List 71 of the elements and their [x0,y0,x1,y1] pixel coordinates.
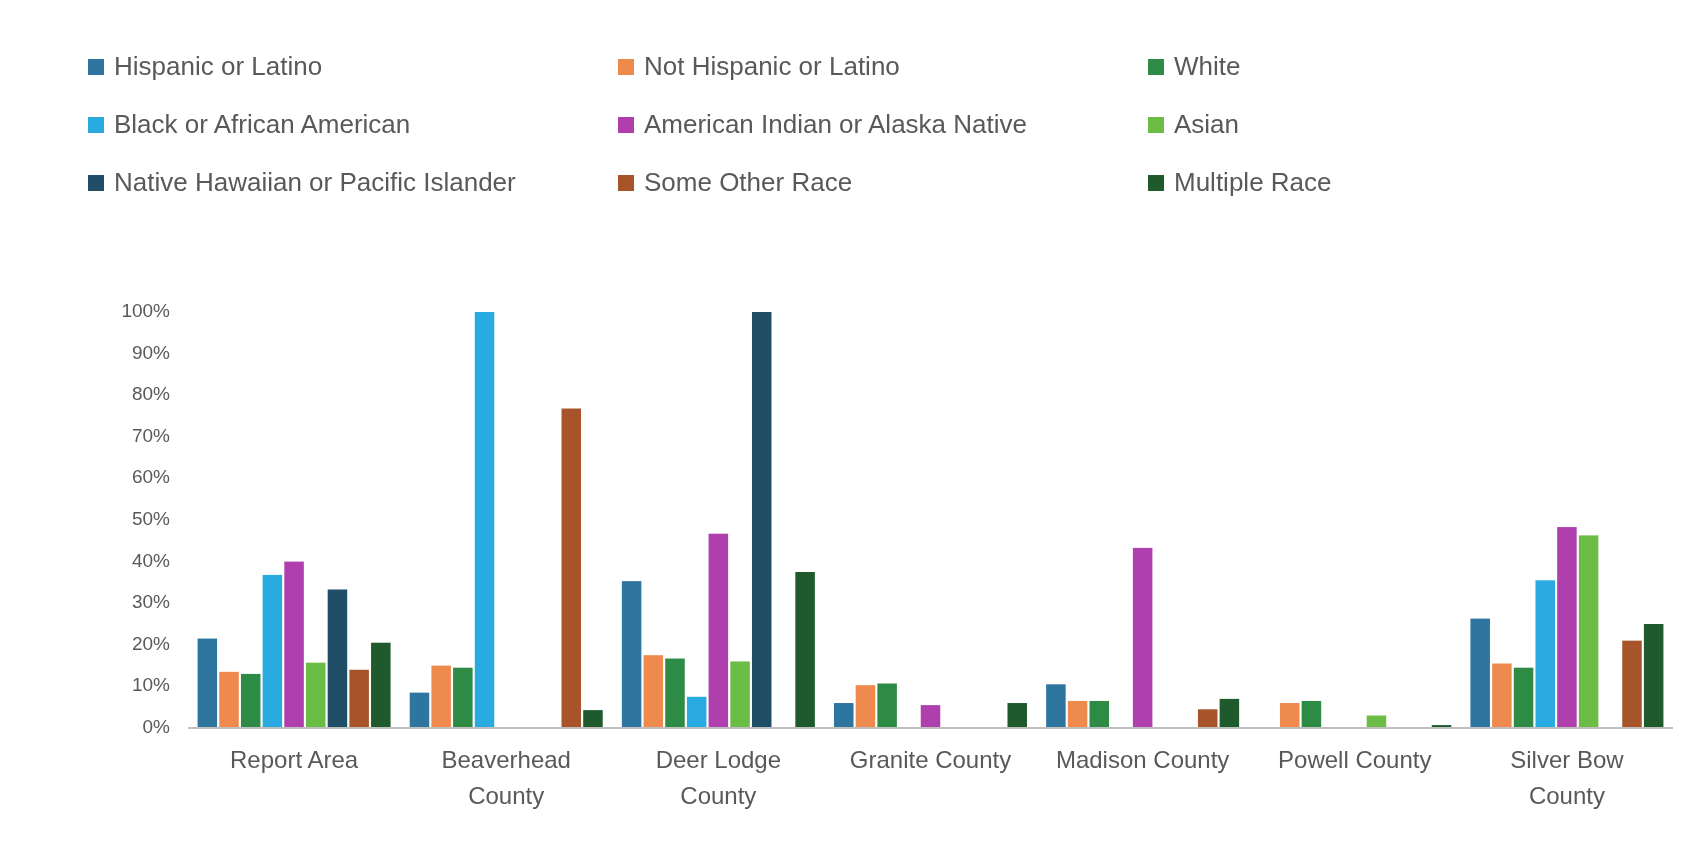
bar [262,574,283,728]
y-tick-label: 10% [131,674,171,696]
legend-label: Multiple Race [1174,166,1332,197]
y-tick-label: 60% [131,466,171,488]
legend-label: American Indian or Alaska Native [644,108,1027,139]
bar [219,671,239,728]
y-tick-label: 50% [131,508,171,530]
bar [1643,624,1664,728]
bar [1067,700,1088,728]
y-tick-label: 40% [131,549,171,571]
legend-label: Black or African American [114,108,411,139]
x-tick-label: Powell County [1278,746,1432,773]
x-tick-label: Madison County [1055,746,1230,773]
bar [1492,663,1512,728]
bar [1089,700,1110,728]
bar [431,665,451,728]
bar [920,705,941,728]
bar [643,655,664,728]
bar [686,696,707,728]
x-tick-label: Granite County [849,746,1012,773]
bar [1046,684,1066,728]
bar [1007,703,1027,728]
bar [327,589,348,728]
bar [240,673,261,728]
bar [371,642,391,728]
bar [665,658,685,728]
bar [561,408,582,728]
bar [730,661,750,728]
bar [1470,618,1490,728]
bar [1578,535,1599,728]
legend-label: White [1174,50,1241,81]
bar [834,703,854,728]
bar [751,312,772,728]
bar [1513,667,1534,728]
legend-label: Asian [1174,108,1240,139]
y-tick-label: 0% [142,716,171,738]
bar [621,581,642,728]
bar [708,533,729,728]
bar [1535,580,1555,728]
bar [409,692,430,728]
bar [1279,703,1300,728]
bar [197,638,218,728]
y-tick-label: 80% [131,383,171,405]
y-tick-label: 90% [131,341,171,363]
x-tick-label: Report Area [230,746,359,773]
bar [877,683,897,728]
legend-label: Not Hispanic or Latino [644,50,900,81]
y-tick-label: 30% [131,591,171,613]
bar [855,685,876,728]
x-tick-label: Beaverhead County [441,746,571,809]
bar [1219,698,1240,728]
y-tick-label: 70% [131,424,171,446]
bar [306,662,326,728]
bar [284,561,304,728]
legend-label: Hispanic or Latino [114,50,323,81]
bar [1132,547,1153,728]
y-tick-label: 20% [131,632,171,654]
bar [453,667,473,728]
legend-label: Native Hawaiian or Pacific Islander [114,166,517,197]
bar [583,710,603,728]
bar [1197,709,1218,728]
legend-label: Some Other Race [644,166,853,197]
y-tick-label: 100% [121,300,171,322]
bar [1557,527,1577,728]
bar [349,669,369,728]
bar [474,312,495,728]
x-tick-label: Deer Lodge County [655,746,782,809]
bar [1301,700,1322,728]
bar [795,572,815,728]
x-tick-label: Silver Bow County [1510,746,1625,809]
bar [1622,640,1642,728]
